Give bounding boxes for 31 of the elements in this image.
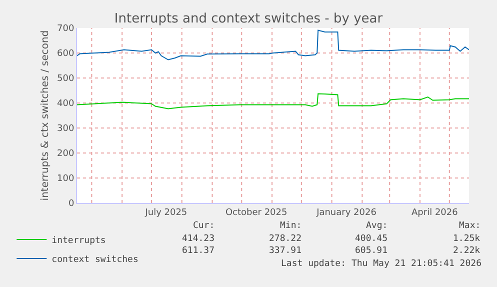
text: 1.25k [453, 234, 481, 244]
legend-label: context switches [52, 255, 138, 266]
x-tick-label: July 2025 [144, 208, 188, 218]
line-series [77, 30, 469, 60]
text: 414.23 [182, 234, 215, 244]
line-series [77, 93, 469, 110]
x-tick-label: April 2026 [412, 208, 458, 218]
y-tick-label: 100 [57, 174, 74, 184]
text: Max: [459, 221, 481, 231]
text: 400.45 [355, 234, 388, 244]
text: 337.91 [269, 246, 302, 256]
text: 2.22k [453, 246, 481, 256]
x-tick-label: January 2026 [316, 208, 377, 218]
text: 605.91 [355, 246, 388, 256]
text: Last update: Thu May 21 21:05:41 2026 [281, 259, 482, 269]
y-tick-label: 400 [57, 99, 74, 110]
y-tick-label: 500 [57, 74, 74, 84]
legend-label: interrupts [52, 236, 106, 246]
text: Avg: [366, 221, 388, 231]
y-tick-label: 0 [68, 199, 74, 210]
y-tick-label: 700 [57, 24, 74, 34]
x-tick-label: October 2025 [225, 208, 288, 218]
chart-title: Interrupts and context switches - by year [114, 12, 384, 27]
text: 278.22 [269, 234, 302, 244]
y-tick-label: 200 [57, 149, 74, 160]
y-tick-label: 600 [57, 49, 74, 60]
text: Cur: [193, 221, 215, 231]
y-tick-label: 300 [57, 124, 74, 134]
y-axis-title: interrupts & ctx switches / second [40, 30, 52, 201]
text: Min: [280, 221, 302, 231]
text: 611.37 [182, 246, 215, 256]
